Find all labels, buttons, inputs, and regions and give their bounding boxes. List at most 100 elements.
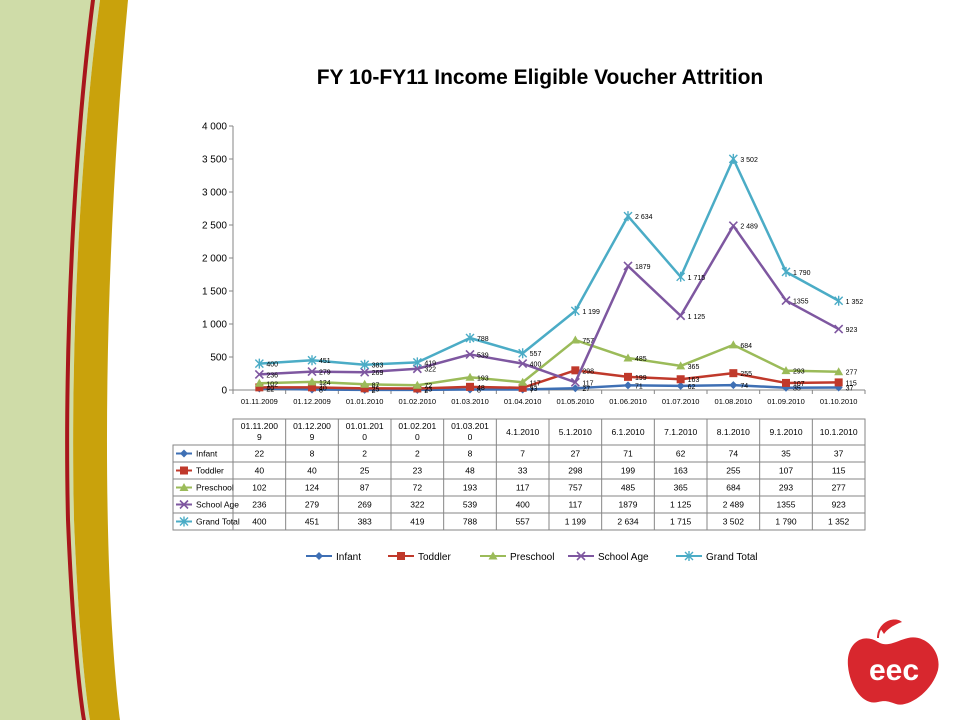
table-cell: 115 [832, 466, 846, 476]
data-label-grand-total: 451 [319, 358, 331, 365]
point-preschool [570, 335, 580, 344]
data-label-preschool: 72 [424, 383, 432, 390]
data-label-school-age: 539 [477, 352, 489, 359]
table-cell: 25 [360, 466, 370, 476]
table-cell: 923 [832, 500, 846, 510]
data-label-grand-total: 383 [372, 363, 384, 370]
data-label-infant: 74 [740, 383, 748, 390]
point-toddler [308, 383, 316, 392]
table-cell: 35 [781, 449, 791, 459]
table-cell: 757 [568, 483, 582, 493]
point-grand-total [834, 295, 844, 306]
data-label-school-age: 279 [319, 370, 331, 377]
data-label-preschool: 293 [793, 369, 805, 376]
table-header-cell: 01.11.200 9 [241, 421, 278, 442]
data-label-grand-total: 1 199 [582, 309, 600, 316]
table-cell: 277 [832, 483, 846, 493]
data-label-school-age: 400 [530, 362, 542, 369]
x-tick-label: 01.11.2009 [241, 397, 278, 406]
table-cell: 163 [674, 466, 688, 476]
point-infant [729, 381, 738, 390]
table-header-cell: 01.03.201 0 [451, 421, 489, 442]
data-label-preschool: 124 [319, 380, 331, 387]
data-label-infant: 22 [266, 387, 274, 394]
table-cell: 1 352 [828, 517, 850, 527]
y-tick-label: 1 000 [202, 320, 227, 331]
point-school-age [728, 221, 738, 231]
data-label-infant: 27 [582, 386, 590, 393]
point-preschool [623, 353, 633, 362]
point-school-age [676, 311, 686, 321]
data-label-toddler: 163 [688, 377, 700, 384]
legend-marker-grand-total [684, 551, 694, 561]
point-toddler [834, 378, 843, 387]
point-preschool [412, 380, 422, 389]
legend-marker-infant [315, 552, 323, 560]
data-label-school-age: 322 [424, 367, 436, 374]
legend-label-school-age: School Age [598, 552, 649, 563]
point-preschool [360, 379, 370, 388]
table-cell: 322 [410, 500, 424, 510]
point-grand-total [412, 357, 422, 368]
table-cell: 2 [362, 449, 367, 459]
table-row-name: School Age [196, 500, 239, 510]
table-cell: 1 715 [670, 517, 692, 527]
point-toddler [729, 369, 738, 378]
data-label-school-age: 1879 [635, 264, 651, 271]
point-school-age [307, 367, 317, 377]
legend-marker-toddler [397, 552, 405, 560]
data-label-grand-total: 788 [477, 336, 489, 343]
table-cell: 87 [360, 483, 370, 493]
table-cell: 400 [516, 500, 530, 510]
side-decoration [0, 0, 128, 720]
point-toddler [466, 382, 474, 391]
point-toddler [255, 383, 264, 392]
table-cell: 1 199 [565, 517, 587, 527]
table-cell: 2 634 [617, 517, 639, 527]
data-label-infant: 7 [530, 388, 534, 395]
table-cell: 37 [834, 449, 844, 459]
table-key-marker-school-age [179, 499, 189, 510]
data-label-grand-total: 557 [530, 351, 542, 358]
apple-shape [847, 637, 939, 705]
point-preschool [781, 366, 791, 375]
x-tick-label: 01.01.2010 [346, 397, 384, 406]
data-label-infant: 71 [635, 383, 643, 390]
legend-label-toddler: Toddler [418, 552, 451, 563]
table-cell: 117 [516, 483, 530, 493]
table-cell: 23 [413, 466, 423, 476]
point-school-age [412, 364, 422, 374]
data-label-grand-total: 419 [424, 360, 436, 367]
data-label-preschool: 87 [372, 382, 380, 389]
table-cell: 199 [621, 466, 635, 476]
point-toddler [571, 366, 580, 375]
data-label-infant: 8 [477, 387, 481, 394]
point-preschool [465, 372, 475, 381]
point-preschool [834, 367, 844, 376]
table-key-marker-grand-total [179, 516, 189, 527]
point-preschool [254, 378, 264, 387]
table-cell: 33 [518, 466, 528, 476]
data-label-preschool: 485 [635, 356, 647, 363]
point-school-age [781, 296, 791, 306]
table-cell: 102 [252, 483, 266, 493]
data-label-grand-total: 2 634 [635, 214, 653, 221]
point-infant [624, 381, 632, 390]
series-line-preschool [259, 338, 839, 387]
data-label-toddler: 298 [582, 368, 594, 375]
data-label-infant: 8 [319, 387, 323, 394]
table-cell: 269 [358, 500, 372, 510]
table-cell: 74 [729, 449, 739, 459]
apple-leaf [880, 619, 902, 634]
y-tick-label: 0 [221, 386, 227, 397]
point-toddler [360, 384, 369, 393]
table-header-cell: 6.1.2010 [611, 427, 644, 437]
data-label-school-age: 1355 [793, 299, 809, 306]
data-label-infant: 37 [846, 386, 854, 393]
point-toddler [624, 372, 632, 381]
x-tick-label: 01.09.2010 [767, 397, 805, 406]
table-row-name: Toddler [196, 466, 224, 476]
table-cell: 40 [307, 466, 317, 476]
table-cell: 236 [252, 500, 266, 510]
data-label-toddler: 107 [793, 381, 805, 388]
